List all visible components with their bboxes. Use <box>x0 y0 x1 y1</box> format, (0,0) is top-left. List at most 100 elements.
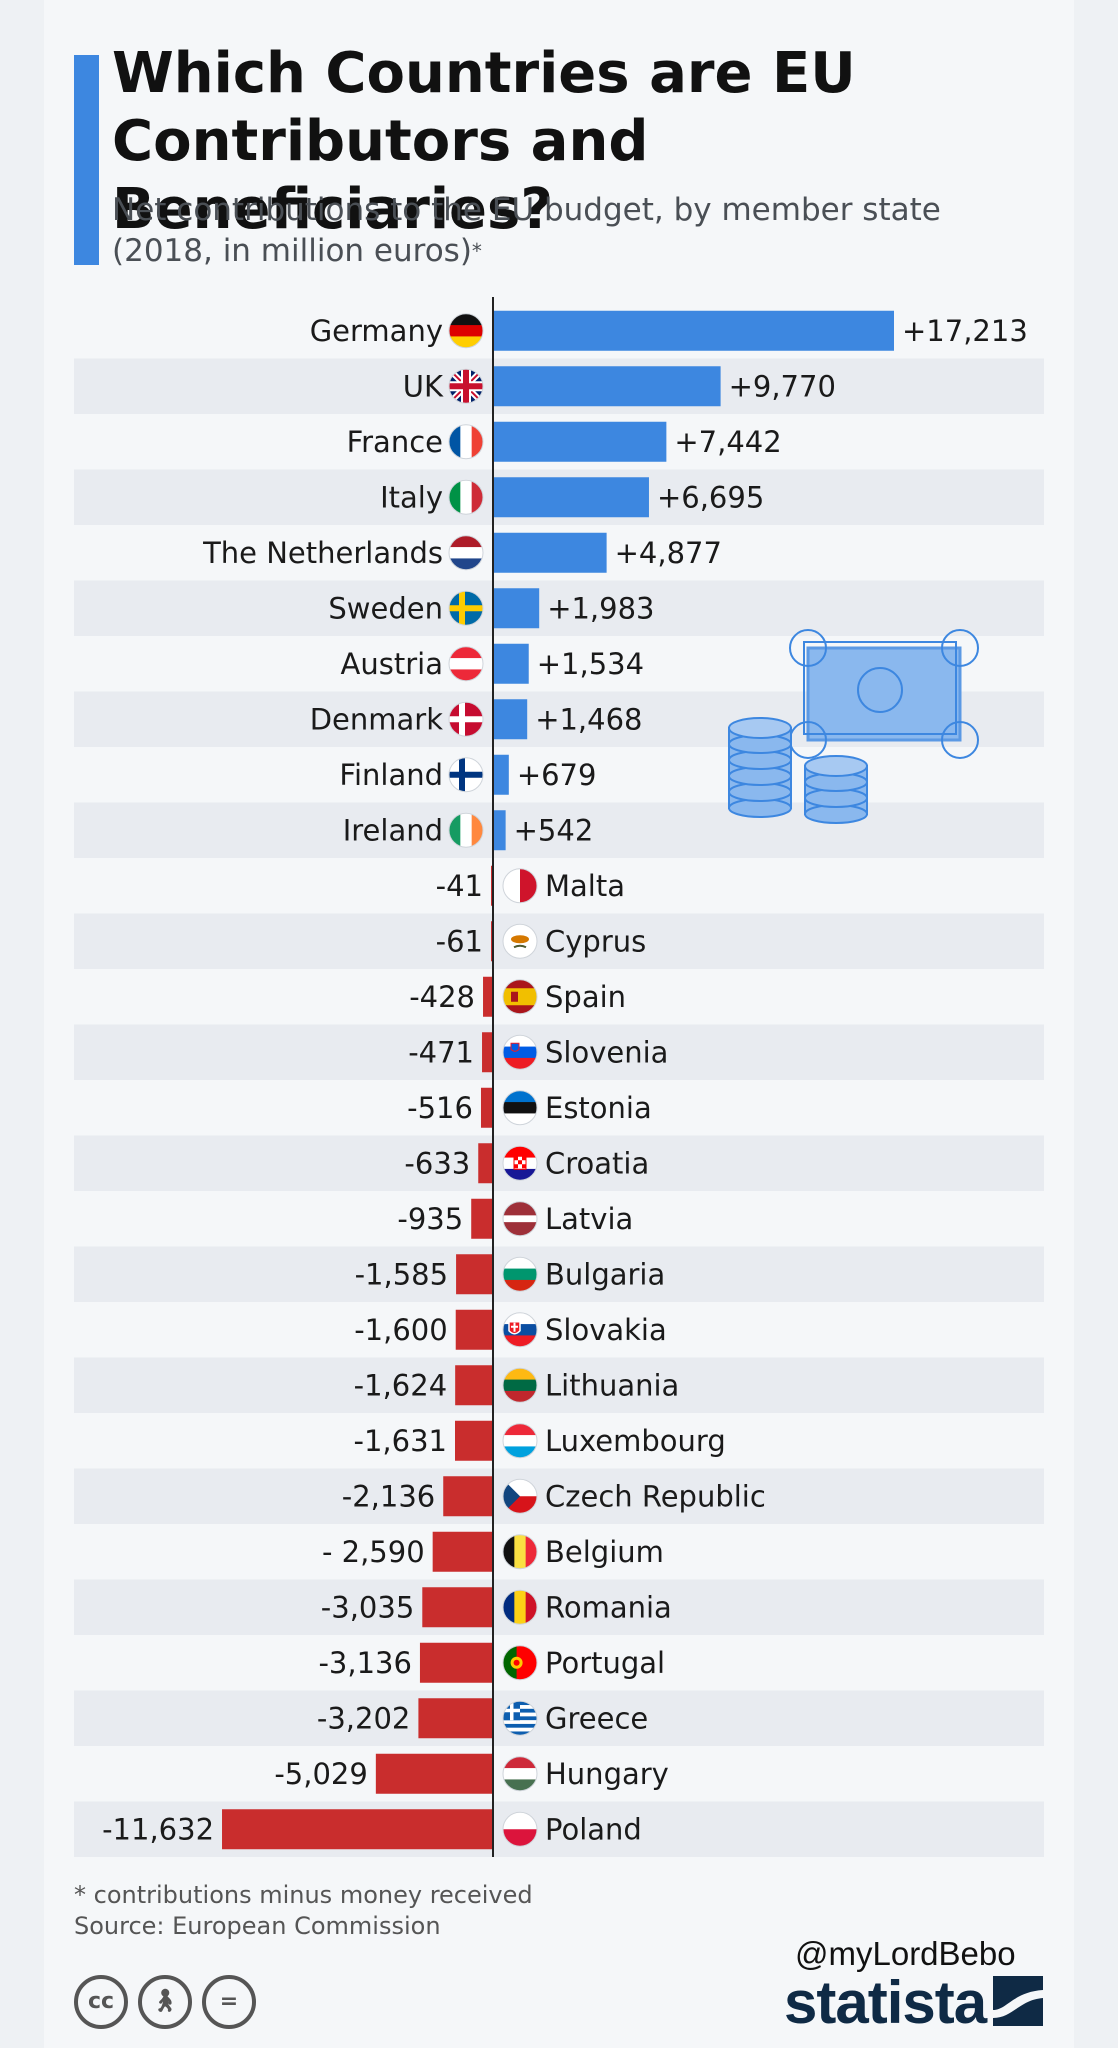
category-label: Spain <box>545 980 626 1014</box>
spain-flag-icon <box>502 979 538 1015</box>
value-label: -1,624 <box>354 1368 448 1402</box>
value-label: -3,136 <box>318 1646 412 1680</box>
category-label: Slovenia <box>545 1035 668 1069</box>
value-label: +1,468 <box>535 702 642 736</box>
bar-uk <box>493 366 721 407</box>
category-label: Bulgaria <box>545 1257 665 1291</box>
value-label: - 2,590 <box>322 1535 425 1569</box>
bar-germany <box>493 310 894 351</box>
bar-czech-republic <box>443 1476 493 1517</box>
value-label: +542 <box>514 813 594 847</box>
category-label: Romania <box>545 1590 672 1624</box>
bar-france <box>493 421 667 462</box>
brand-logo-text: statista <box>784 1969 987 2036</box>
latvia-flag-icon <box>502 1201 538 1237</box>
statista-logo-icon <box>993 1976 1043 2026</box>
bar-estonia <box>480 1087 493 1128</box>
category-label: Finland <box>339 758 443 792</box>
banknote-icon <box>789 629 979 759</box>
row-band <box>74 913 1044 969</box>
chart-subtitle: Net contributions to the EU budget, by m… <box>112 190 1012 272</box>
category-label: Estonia <box>545 1091 652 1125</box>
category-label: Cyprus <box>545 924 646 958</box>
category-label: UK <box>403 369 444 403</box>
license-icons: cc 🚶︎ = <box>74 1975 266 2029</box>
value-label: +17,213 <box>902 314 1028 348</box>
value-label: +6,695 <box>657 480 764 514</box>
bulgaria-flag-icon <box>502 1256 538 1292</box>
bar-the-netherlands <box>493 532 607 573</box>
greece-flag-icon <box>502 1700 538 1736</box>
bar-austria <box>493 643 529 684</box>
bar-greece <box>418 1698 493 1739</box>
value-label: +4,877 <box>615 536 722 570</box>
bar-bulgaria <box>456 1254 493 1295</box>
category-label: Malta <box>545 869 625 903</box>
bar-lithuania <box>455 1365 493 1406</box>
luxembourg-flag-icon <box>502 1423 538 1459</box>
value-label: -3,035 <box>321 1590 415 1624</box>
value-label: +7,442 <box>674 425 781 459</box>
romania-flag-icon <box>502 1589 538 1625</box>
value-label: -935 <box>397 1202 463 1236</box>
category-label: Luxembourg <box>545 1424 726 1458</box>
belgium-flag-icon <box>502 1534 538 1570</box>
cyprus-flag-icon <box>502 923 538 959</box>
bar-italy <box>493 477 649 518</box>
value-label: +1,983 <box>547 591 654 625</box>
subtitle-footnote-mark: * <box>471 239 482 263</box>
value-label: +679 <box>517 758 597 792</box>
category-label: Slovakia <box>545 1313 667 1347</box>
czech-republic-flag-icon <box>502 1478 538 1514</box>
category-label: France <box>347 425 443 459</box>
ireland-flag-icon <box>448 812 484 848</box>
category-label: Denmark <box>310 702 443 736</box>
row-band <box>74 1135 1044 1191</box>
value-label: -1,585 <box>355 1257 449 1291</box>
author-handle: @myLordBebo <box>795 1935 1016 1972</box>
bar-romania <box>422 1587 493 1628</box>
value-label: -11,632 <box>102 1812 214 1846</box>
slovenia-flag-icon <box>502 1034 538 1070</box>
croatia-flag-icon <box>502 1145 538 1181</box>
bar-denmark <box>493 699 528 740</box>
bar-luxembourg <box>455 1420 493 1461</box>
category-label: Sweden <box>328 591 443 625</box>
subtitle-text: Net contributions to the EU budget, by m… <box>112 192 941 269</box>
category-label: Croatia <box>545 1146 649 1180</box>
value-label: -5,029 <box>274 1757 368 1791</box>
bar-hungary <box>375 1753 493 1794</box>
category-label: Belgium <box>545 1535 664 1569</box>
germany-flag-icon <box>448 313 484 349</box>
bar-croatia <box>478 1143 493 1184</box>
denmark-flag-icon <box>448 701 484 737</box>
category-label: Portugal <box>545 1646 665 1680</box>
value-label: -2,136 <box>342 1479 436 1513</box>
poland-flag-icon <box>502 1811 538 1847</box>
category-label: Latvia <box>545 1202 633 1236</box>
bar-poland <box>222 1809 493 1850</box>
bar-portugal <box>419 1642 493 1683</box>
row-band <box>74 580 1044 636</box>
value-label: +1,534 <box>537 647 644 681</box>
row-band <box>74 802 1044 858</box>
title-accent-bar <box>74 55 99 265</box>
austria-flag-icon <box>448 646 484 682</box>
portugal-flag-icon <box>502 1645 538 1681</box>
hungary-flag-icon <box>502 1756 538 1792</box>
bar-slovenia <box>482 1032 493 1073</box>
value-label: -61 <box>436 924 483 958</box>
bar-chart: Germany +17,213 UK +9,770 France +7,442 Italy +… <box>74 297 1044 1857</box>
category-label: Germany <box>310 314 443 348</box>
footnote-source: Source: European Commission <box>74 1912 441 1940</box>
no-derivatives-icon: = <box>202 1975 256 2029</box>
malta-flag-icon <box>502 868 538 904</box>
netherlands-flag-icon <box>448 535 484 571</box>
category-label: Greece <box>545 1701 648 1735</box>
attribution-icon: 🚶︎ <box>138 1975 192 2029</box>
value-label: -428 <box>409 980 475 1014</box>
value-label: -516 <box>407 1091 473 1125</box>
bar-spain <box>483 976 493 1017</box>
bar-slovakia <box>455 1309 493 1350</box>
finland-flag-icon <box>448 757 484 793</box>
